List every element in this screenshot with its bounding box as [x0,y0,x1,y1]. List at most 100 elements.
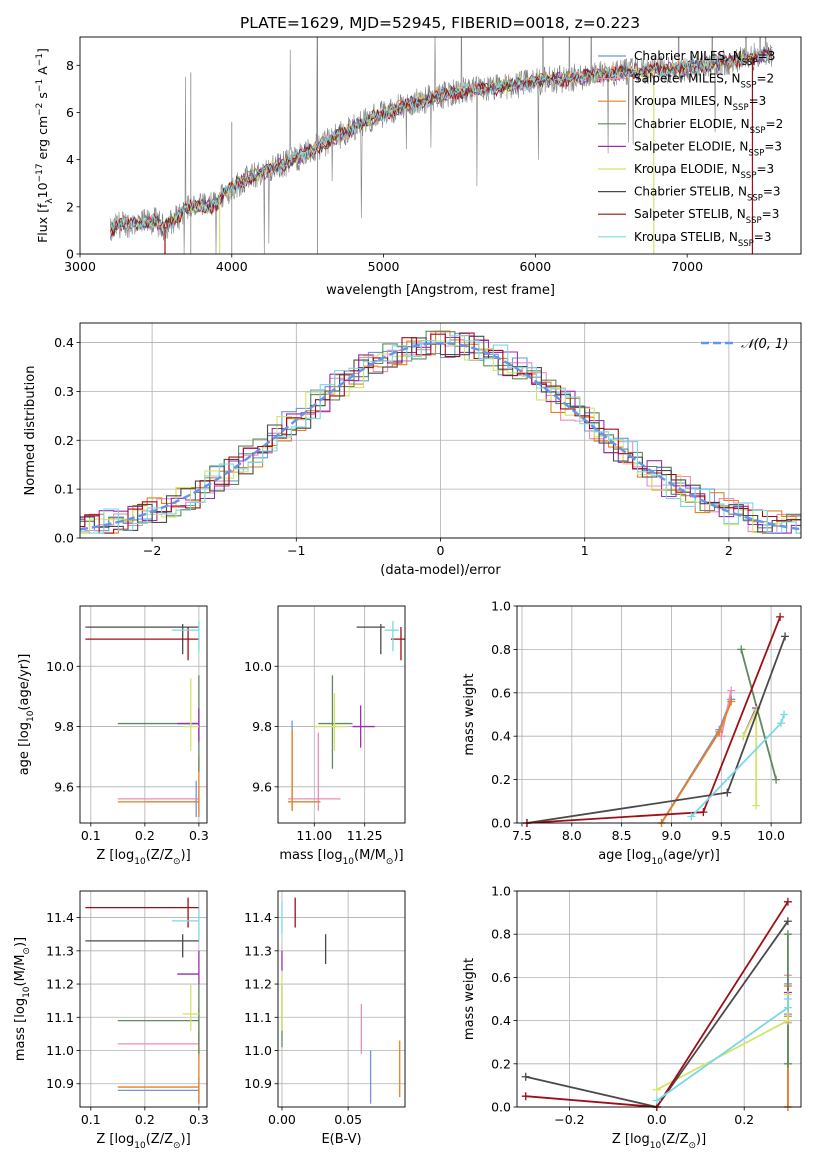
plot-frame [277,890,406,1108]
series-marker-kroupa-elodie [752,801,761,810]
y-tick-label: 11.3 [46,943,74,958]
x-tick-label: −0.2 [554,1112,584,1127]
x-axis-label: E(B-V) [321,1132,361,1147]
y-tick-label: 11.0 [244,1043,272,1058]
y-tick-label: 2 [66,199,74,214]
legend-label-salpeter-elodie: Salpeter ELODIE, NSSP=3 [634,139,782,158]
y-tick-label: 9.6 [252,779,272,794]
mass-vs-Z-points [85,897,200,1104]
legend-label-salpeter-miles: Salpeter MILES, NSSP=2 [634,72,774,91]
series-marker-chabrier-elodie [772,775,781,784]
y-tick-label: 0.2 [491,772,511,787]
series-marker-kroupa-stelib [783,1003,792,1012]
age-vs-mass-chart: 11.00 11.25 9.6 9.8 10.0 mass [log10(M/M⊙)] [244,605,406,867]
x-tick-label: 5000 [368,259,400,274]
series-marker-salpeter-stelib [776,612,785,621]
legend-label-chabrier-stelib: Chabrier STELIB, NSSP=3 [634,185,781,204]
y-tick-label: 11.4 [46,910,74,925]
series-marker-salpeter-miles [717,732,726,741]
series-marker-salpeter-stelib [699,808,708,817]
y-tick-label: 0 [66,247,74,262]
y-tick-label: 0.0 [491,1100,511,1115]
y-axis-label: age [log10(age/yr)] [17,654,36,776]
legend-label-salpeter-stelib: Salpeter STELIB, NSSP=3 [634,207,779,226]
legend-label-chabrier-elodie: Chabrier ELODIE, NSSP=2 [634,117,783,136]
y-tick-label: 0.8 [491,927,511,942]
series-line-kroupa-elodie [742,709,758,806]
series-marker-chabrier-stelib [723,788,732,797]
x-tick-label: 0 [437,543,445,558]
y-axis-label: Flux [fλ10−17 erg cm−2 s−1 A−1] [35,48,55,243]
series-marker-chabrier-stelib [781,632,790,641]
series-marker-kroupa-stelib [780,710,789,719]
mass-weight-vs-age-chart: 7.5 8.0 8.5 9.0 9.5 10.0 0.0 0.2 0.4 0.6 0.8 1.0 age… [462,599,802,867]
y-tick-label: 0.0 [54,531,74,546]
mass-weight-vs-age-series [522,612,790,827]
series-marker-kroupa-miles [715,727,724,736]
y-tick-label: 0.2 [491,1056,511,1071]
age-vs-Z-points [85,621,200,817]
residuals-chart: −2 −1 0 1 2 0.0 0.1 0.2 0.3 0.4 (data-model)/error… [23,322,802,578]
legend-label-kroupa-stelib: Kroupa STELIB, NSSP=3 [634,230,772,249]
x-tick-label: 0.1 [81,828,101,843]
x-tick-label: 0.00 [268,1112,296,1127]
y-axis-label: mass weight [462,958,477,1040]
y-tick-label: 10.9 [46,1076,74,1091]
y-tick-label: 0.2 [54,433,74,448]
x-tick-label: 8.5 [612,828,632,843]
y-tick-label: 10.0 [46,659,74,674]
x-tick-label: 0.1 [81,1112,101,1127]
x-tick-label: 11.00 [296,828,332,843]
x-tick-label: 7000 [671,259,703,274]
y-tick-label: 0.6 [491,685,511,700]
x-tick-label: 7.5 [512,828,532,843]
y-tick-label: 11.4 [244,910,272,925]
x-tick-label: 4000 [216,259,248,274]
y-axis-label: mass weight [462,673,477,755]
normal-curve [80,341,801,531]
x-tick-label: 8.0 [562,828,582,843]
x-tick-label: 0.05 [334,1112,362,1127]
x-tick-label: 0.3 [189,828,209,843]
spectrum-model-kroupa-elodie [110,46,773,237]
y-tick-label: 11.2 [46,977,74,992]
y-tick-label: 0.0 [491,816,511,831]
series-line-chabrier-miles [660,698,733,824]
plot-frame [79,322,802,539]
y-tick-label: 1.0 [491,599,511,614]
y-axis-label: mass [log10(M/M⊙)] [13,937,32,1061]
spectrum-model-salpeter-stelib [110,48,773,236]
y-tick-label: 0.3 [54,384,74,399]
legend-label-kroupa-miles: Kroupa MILES, NSSP=3 [634,94,766,113]
y-tick-label: 0.6 [491,970,511,985]
x-axis-label: (data-model)/error [380,563,501,578]
x-axis-label: Z [log10(Z/Z⊙)] [612,1132,706,1151]
mass-vs-EBV-points [281,897,401,1104]
x-tick-label: 9.5 [711,828,731,843]
age-vs-Z-chart: 0.1 0.2 0.3 9.6 9.8 10.0 Z [log10(Z/Z⊙)] age [l… [17,605,209,867]
series-marker-chabrier-elodie [737,645,746,654]
mass-weight-vs-Z-chart: −0.2 0.0 0.2 0.0 0.2 0.4 0.6 0.8 1.0 Z [log10(Z/Z… [462,884,802,1151]
legend-label-kroupa-elodie: Kroupa ELODIE, NSSP=3 [634,162,774,181]
x-tick-label: 0.2 [135,828,155,843]
plot-frame [277,605,406,824]
y-tick-label: 10.9 [244,1076,272,1091]
spectrum-chart: 3000 4000 5000 6000 7000 0 2 4 6 8 wavelength [Ang… [35,36,802,298]
series-marker-chabrier-stelib [783,917,792,926]
y-tick-label: 0.4 [54,335,74,350]
x-tick-label: 0.3 [189,1112,209,1127]
x-tick-label: 11.25 [347,828,383,843]
mass-vs-Z-chart: 0.1 0.2 0.3 10.9 11.0 11.1 11.2 11.3 11.4 Z [log1… [13,890,209,1151]
y-axis-label: Normed distribution [23,366,38,496]
x-axis-label: age [log10(age/yr)] [598,848,720,867]
y-tick-label: 9.8 [54,719,74,734]
x-tick-label: −2 [143,543,161,558]
series-marker-kroupa-elodie [652,1085,661,1094]
y-tick-label: 6 [66,105,74,120]
age-vs-mass-points [288,621,405,811]
y-tick-label: 4 [66,152,74,167]
series-marker-kroupa-stelib [652,1096,661,1105]
legend-label-normal: 𝒩(0, 1) [741,337,788,352]
residual-histogram-chabrier-elodie [80,330,801,534]
